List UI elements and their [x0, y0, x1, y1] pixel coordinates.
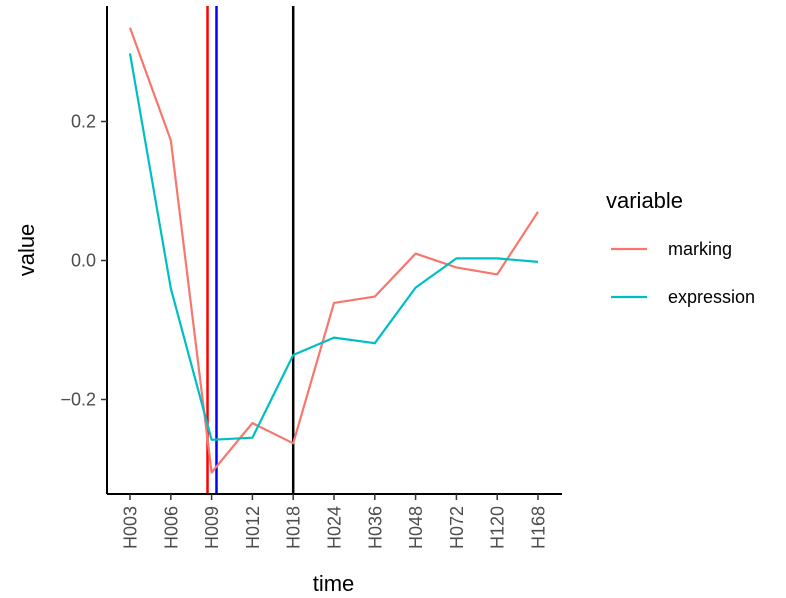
- x-tick-label: H168: [529, 506, 549, 549]
- vertical-reference-lines: [206, 6, 295, 494]
- series-lines: [128, 27, 539, 474]
- x-tick-label: H012: [243, 506, 263, 549]
- x-tick-label: H006: [161, 506, 181, 549]
- series-line-expression: [128, 53, 539, 441]
- x-tick-label: H009: [202, 506, 222, 549]
- legend-label-marking: marking: [668, 239, 732, 259]
- x-tick-label: H072: [447, 506, 467, 549]
- legend-label-expression: expression: [668, 287, 755, 307]
- y-tick-label: −0.2: [60, 390, 96, 410]
- y-tick-label: 0.2: [71, 112, 96, 132]
- series-line-marking: [128, 27, 539, 474]
- axes: [106, 6, 562, 495]
- y-axis-title: value: [14, 224, 39, 277]
- x-tick-label: H120: [488, 506, 508, 549]
- x-tick-label: H024: [325, 506, 345, 549]
- x-tick-label: H048: [406, 506, 426, 549]
- y-axis-ticks: −0.2 0.0 0.2: [60, 112, 107, 410]
- x-tick-label: H018: [284, 506, 304, 549]
- legend: variable marking expression: [606, 188, 755, 307]
- x-axis-title: time: [313, 571, 355, 596]
- x-tick-label: H003: [121, 506, 141, 549]
- y-tick-label: 0.0: [71, 251, 96, 271]
- x-tick-label: H036: [365, 506, 385, 549]
- x-axis-ticks: H003 H006 H009 H012 H018 H024 H036 H048 H072 H120…: [121, 494, 549, 549]
- legend-title: variable: [606, 188, 683, 213]
